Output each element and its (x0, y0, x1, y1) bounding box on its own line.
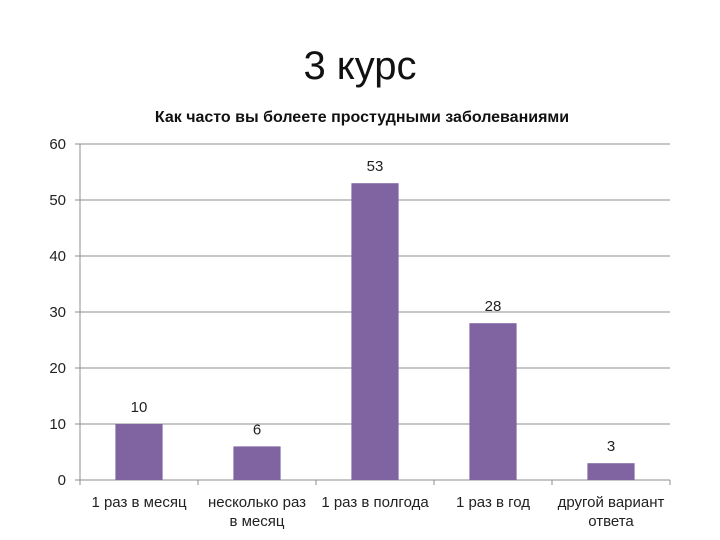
category-label: в месяц (229, 513, 284, 530)
bar (351, 183, 399, 480)
y-tick-label: 50 (49, 192, 66, 209)
category-label: 1 раз в полгода (321, 494, 429, 511)
y-tick-label: 60 (49, 136, 66, 153)
data-label: 28 (485, 298, 502, 315)
data-labels: 10 6 53 28 3 (131, 158, 616, 455)
y-axis-ticks: 0 10 20 30 40 50 60 (49, 136, 80, 489)
y-tick-label: 10 (49, 416, 66, 433)
bars (115, 183, 635, 480)
y-tick-label: 0 (58, 472, 66, 489)
chart-title: Как часто вы болеете простудными заболев… (155, 109, 569, 126)
category-label: ответа (588, 513, 634, 530)
y-tick-label: 30 (49, 304, 66, 321)
data-label: 53 (367, 158, 384, 175)
bar (233, 446, 281, 480)
bar (587, 463, 635, 480)
bar (115, 424, 163, 480)
category-label: другой вариант (558, 494, 665, 511)
data-label: 3 (607, 438, 615, 455)
category-labels: 1 раз в месяц несколько раз в месяц 1 раз в… (91, 494, 664, 530)
data-label: 6 (253, 421, 261, 438)
category-label: несколько раз (208, 494, 306, 511)
y-tick-label: 40 (49, 248, 66, 265)
data-label: 10 (131, 399, 148, 416)
bar (469, 323, 517, 480)
y-tick-label: 20 (49, 360, 66, 377)
category-label: 1 раз в год (456, 494, 530, 511)
slide-title: 3 курс (303, 44, 417, 88)
category-label: 1 раз в месяц (91, 494, 186, 511)
